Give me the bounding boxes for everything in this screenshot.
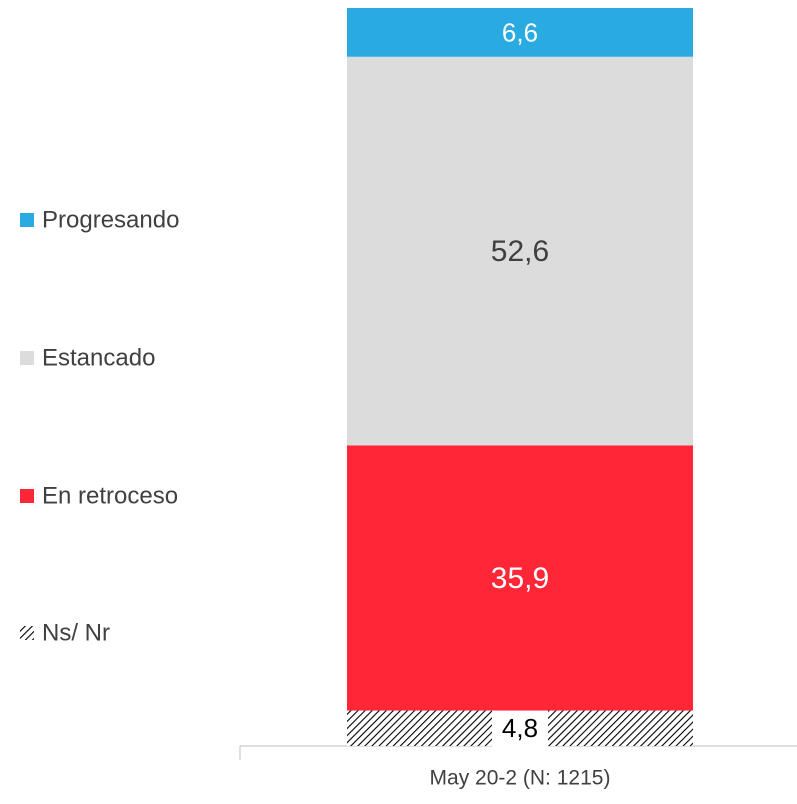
legend-label: Estancado (42, 344, 155, 371)
x-tick-label: May 20-2 (N: 1215) (430, 767, 611, 790)
legend-label: Ns/ Nr (42, 619, 110, 646)
bar-segment (347, 56, 693, 446)
data-label: 6,6 (502, 17, 538, 47)
legend-key (20, 626, 34, 640)
label-background (492, 708, 548, 748)
bar-segment (347, 8, 693, 57)
legend-key (20, 351, 34, 365)
legend-label: En retroceso (42, 482, 178, 509)
legend-label: Progresando (42, 206, 179, 233)
data-label: 35,9 (491, 562, 549, 595)
legend-key (20, 489, 34, 503)
data-label: 52,6 (491, 235, 549, 268)
data-label: 4,8 (502, 713, 538, 743)
bar-segment (347, 445, 693, 711)
legend-key (20, 213, 34, 227)
